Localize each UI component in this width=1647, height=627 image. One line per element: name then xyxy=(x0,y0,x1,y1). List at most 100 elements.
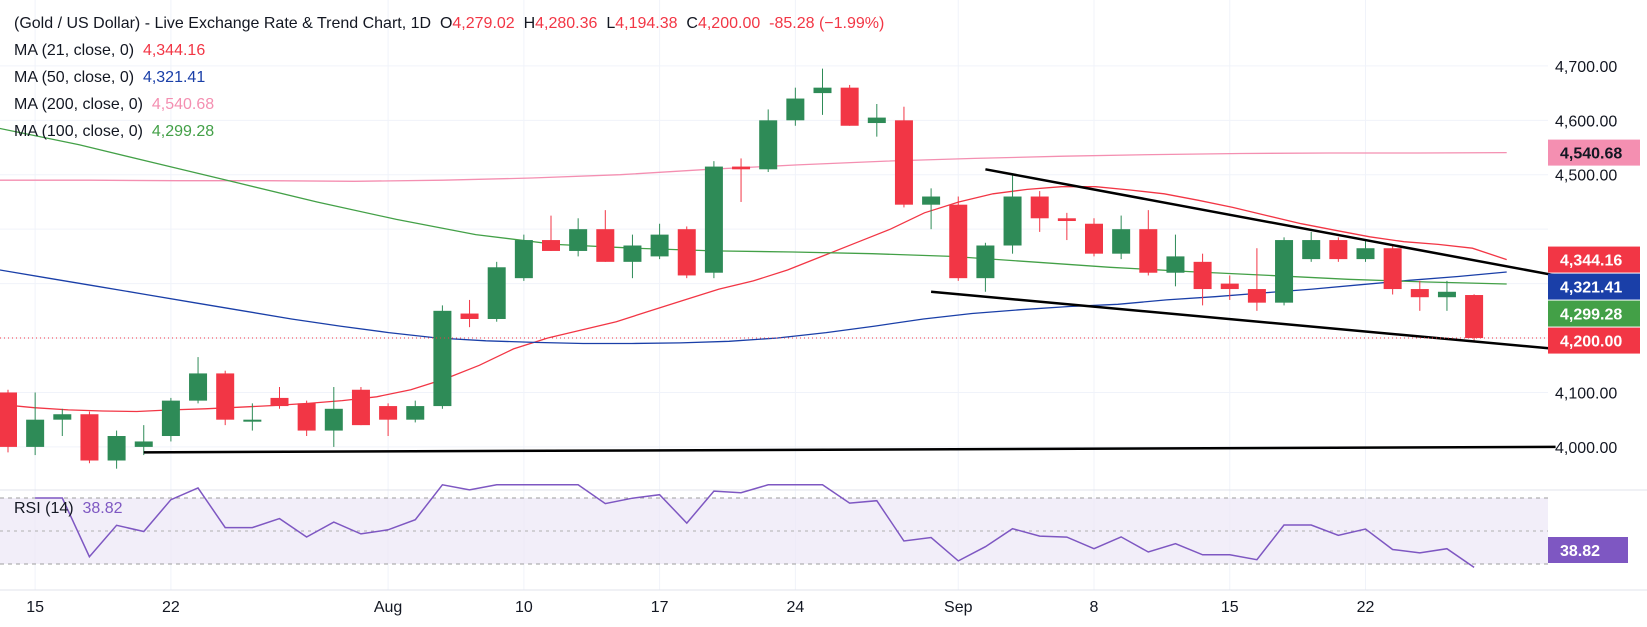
legend-ma50-label: MA (50, close, 0) xyxy=(14,69,135,86)
candle-body[interactable] xyxy=(840,87,859,126)
ma50-tag-bg xyxy=(1548,273,1640,300)
open-value: 4,279.02 xyxy=(452,15,515,32)
y-tick-label: 4,100.00 xyxy=(1555,385,1617,402)
x-tick-label: 22 xyxy=(1357,599,1375,616)
candle-body[interactable] xyxy=(1247,289,1266,303)
y-tick-label: 4,000.00 xyxy=(1555,440,1617,457)
candle-body[interactable] xyxy=(1356,248,1375,260)
low-label: L xyxy=(606,15,616,32)
candle-body[interactable] xyxy=(351,389,370,426)
high-label: H xyxy=(523,15,536,32)
candle-body[interactable] xyxy=(1220,283,1239,290)
candle-body[interactable] xyxy=(189,373,208,401)
candle-body[interactable] xyxy=(894,120,913,205)
ma200-line xyxy=(0,151,1507,182)
open-label: O xyxy=(439,15,453,32)
close-value: 4,200.00 xyxy=(697,15,761,32)
candle-body[interactable] xyxy=(514,240,533,279)
candle-body[interactable] xyxy=(379,406,398,420)
candle-body[interactable] xyxy=(867,117,886,124)
trendline[interactable] xyxy=(143,445,1556,454)
legend-ma200-label: MA (200, close, 0) xyxy=(14,96,143,113)
x-tick-label: 10 xyxy=(515,599,533,616)
candle-body[interactable] xyxy=(433,310,452,407)
x-tick-label: 22 xyxy=(162,599,180,616)
candle-body[interactable] xyxy=(1166,256,1185,273)
candle-body[interactable] xyxy=(406,406,425,420)
rsi-legend-label: RSI (14) xyxy=(14,500,74,517)
candle-body[interactable] xyxy=(542,240,560,251)
candle-body[interactable] xyxy=(1112,229,1131,254)
candle-body[interactable] xyxy=(922,196,941,205)
candle-body[interactable] xyxy=(704,166,723,273)
candle-body[interactable] xyxy=(26,419,45,447)
candle-body[interactable] xyxy=(1437,291,1456,298)
x-tick-label: Sep xyxy=(944,599,973,616)
trendline[interactable] xyxy=(985,168,1556,277)
candle-body[interactable] xyxy=(107,436,126,461)
candle-body[interactable] xyxy=(487,267,506,319)
legend-ma200[interactable]: MA (200, close, 0) 4,540.68 xyxy=(14,96,214,114)
candle-body[interactable] xyxy=(759,120,778,170)
candle-body[interactable] xyxy=(1302,240,1321,260)
candle-body[interactable] xyxy=(1003,196,1022,246)
legend-ma50-value: 4,321.41 xyxy=(142,69,206,86)
candle-body[interactable] xyxy=(1275,240,1294,303)
candle-body[interactable] xyxy=(1383,248,1402,290)
y-tick-label: 4,600.00 xyxy=(1555,113,1617,130)
candle-body[interactable] xyxy=(813,87,832,94)
close-label: C xyxy=(686,15,698,32)
candle-body[interactable] xyxy=(80,414,99,461)
candle-body[interactable] xyxy=(270,397,289,407)
candle-body[interactable] xyxy=(1085,223,1103,254)
x-tick-label: 15 xyxy=(26,599,44,616)
candle-body[interactable] xyxy=(460,313,479,319)
candle-body[interactable] xyxy=(1193,261,1212,290)
trendline[interactable] xyxy=(930,290,1556,351)
change-value: -85.28 (−1.99%) xyxy=(769,15,885,32)
candle-body[interactable] xyxy=(297,403,316,431)
candle-body[interactable] xyxy=(976,245,995,279)
candle-body[interactable] xyxy=(1139,229,1158,273)
candle-body[interactable] xyxy=(1410,289,1429,298)
legend-ma200-value: 4,540.68 xyxy=(151,96,215,113)
legend-ma100[interactable]: MA (100, close, 0) 4,299.28 xyxy=(14,123,214,141)
candle-body[interactable] xyxy=(623,245,642,262)
candle-body[interactable] xyxy=(0,392,17,447)
candle-body[interactable] xyxy=(1057,218,1076,222)
candle-body[interactable] xyxy=(732,166,751,170)
x-tick-label: 8 xyxy=(1090,599,1099,616)
candle-body[interactable] xyxy=(786,98,805,121)
candle-body[interactable] xyxy=(1465,295,1484,339)
candle-body[interactable] xyxy=(677,229,696,276)
y-tick-label: 4,500.00 xyxy=(1555,168,1617,185)
candle-body[interactable] xyxy=(324,408,343,431)
candle-body[interactable] xyxy=(243,419,262,422)
legend-ma21-label: MA (21, close, 0) xyxy=(14,42,135,59)
legend-ma50[interactable]: MA (50, close, 0) 4,321.41 xyxy=(14,69,205,87)
y-tick-label: 4,700.00 xyxy=(1555,59,1617,76)
candle-body[interactable] xyxy=(596,229,615,262)
candle-body[interactable] xyxy=(569,229,588,251)
legend-ma21[interactable]: MA (21, close, 0) 4,344.16 xyxy=(14,42,205,60)
legend-ma100-label: MA (100, close, 0) xyxy=(14,123,143,140)
rsi-legend[interactable]: RSI (14) 38.82 xyxy=(14,500,123,518)
candle-body[interactable] xyxy=(949,204,968,279)
x-tick-label: 17 xyxy=(651,599,669,616)
ma100-tag-bg xyxy=(1548,300,1640,327)
ma21-tag-text: 4,344.16 xyxy=(1560,253,1622,270)
candle-body[interactable] xyxy=(650,234,669,257)
candle-body[interactable] xyxy=(134,441,153,447)
candle-body[interactable] xyxy=(1030,196,1049,219)
candle-body[interactable] xyxy=(161,400,180,437)
candle-body[interactable] xyxy=(216,373,235,420)
candle-body[interactable] xyxy=(53,414,72,420)
ma21-tag-bg xyxy=(1548,246,1640,273)
candle-body[interactable] xyxy=(1329,240,1348,260)
legend-ma21-value: 4,344.16 xyxy=(142,42,206,59)
high-value: 4,280.36 xyxy=(535,15,598,32)
rsi-line xyxy=(35,483,1475,569)
ma200-tag-text: 4,540.68 xyxy=(1560,146,1622,163)
